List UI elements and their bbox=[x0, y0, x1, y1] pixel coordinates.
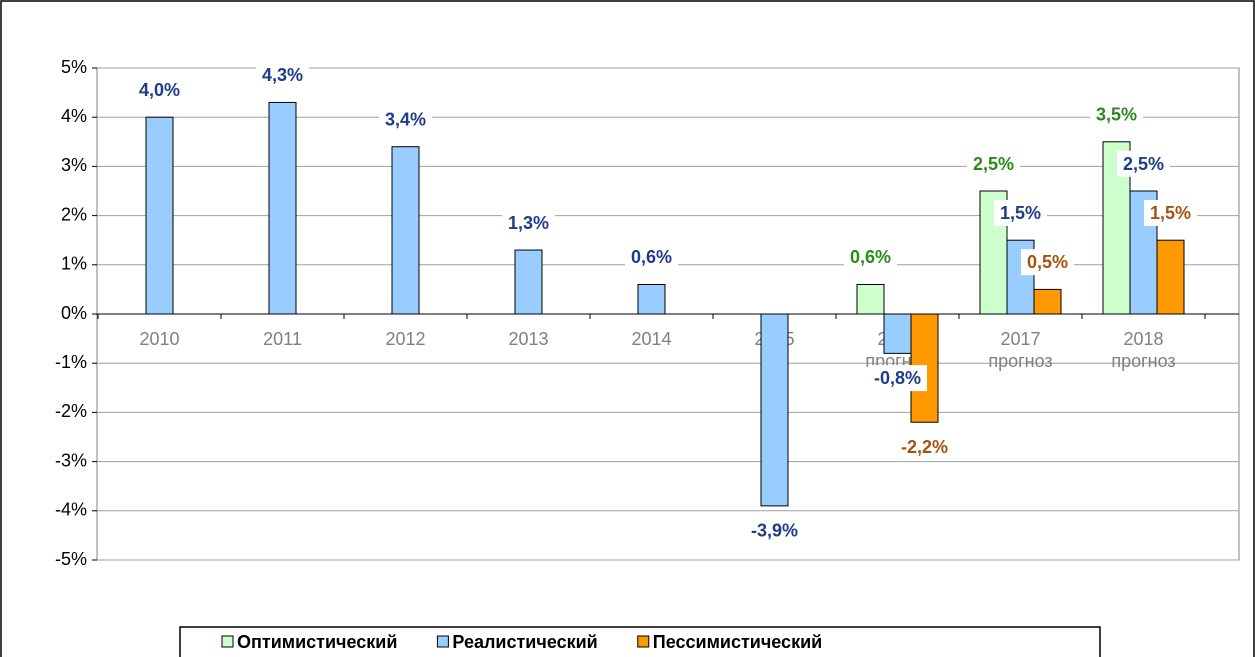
bar bbox=[883, 313, 912, 354]
value-label-bg bbox=[132, 76, 187, 103]
value-label-bg bbox=[1020, 249, 1075, 276]
value-label: 1,3% bbox=[508, 213, 549, 233]
x-tick-label-line: 2011 bbox=[263, 329, 302, 349]
y-tick-label: 3% bbox=[61, 155, 87, 175]
value-label: -0,8% bbox=[874, 368, 921, 388]
value-label-bg bbox=[378, 106, 433, 133]
value-label: 1,5% bbox=[1150, 203, 1191, 223]
bar bbox=[760, 313, 789, 507]
y-tick-label: 1% bbox=[61, 254, 87, 274]
legend-swatch bbox=[221, 635, 234, 648]
bar bbox=[268, 101, 297, 315]
bar bbox=[514, 249, 543, 315]
y-tick-label: -1% bbox=[55, 352, 87, 372]
bar bbox=[1156, 239, 1185, 315]
value-label: 0,6% bbox=[850, 247, 891, 267]
x-tick-label-line: 2018 bbox=[1123, 329, 1163, 349]
bar bbox=[145, 116, 174, 315]
value-label-bg bbox=[966, 150, 1021, 177]
value-label-bg bbox=[1089, 101, 1144, 128]
legend-label: Пессимистический bbox=[653, 632, 822, 652]
legend-label: Оптимистический bbox=[237, 632, 397, 652]
x-tick-label: 2011 bbox=[263, 329, 302, 349]
x-tick-label: 2014 bbox=[631, 329, 671, 349]
legend-swatch bbox=[436, 635, 449, 648]
bar bbox=[391, 146, 420, 315]
value-label-bg bbox=[624, 244, 679, 271]
value-label: 4,0% bbox=[139, 80, 180, 100]
y-tick-label: -5% bbox=[55, 549, 87, 569]
legend-swatch bbox=[637, 635, 650, 648]
value-label-bg bbox=[255, 62, 310, 89]
y-tick-label: -2% bbox=[55, 401, 87, 421]
value-label-bg bbox=[1143, 199, 1198, 226]
x-tick-label-line: прогноз bbox=[1111, 351, 1175, 371]
value-label: -3,9% bbox=[751, 521, 798, 541]
value-label: 0,5% bbox=[1027, 252, 1068, 272]
y-tick-label: -4% bbox=[55, 500, 87, 520]
x-tick-label: 2017 прогноз bbox=[988, 329, 1052, 371]
value-label-bg bbox=[744, 517, 805, 544]
value-label-bg bbox=[1116, 150, 1171, 177]
value-label: 3,4% bbox=[385, 109, 426, 129]
value-label: 0,6% bbox=[631, 247, 672, 267]
y-tick-label: -3% bbox=[55, 450, 87, 470]
x-tick-label-line: прогноз bbox=[988, 351, 1052, 371]
value-label-bg bbox=[993, 199, 1048, 226]
value-label: 4,3% bbox=[262, 65, 303, 85]
x-tick-label-line: 2014 bbox=[631, 329, 671, 349]
value-label-bg bbox=[843, 244, 898, 271]
value-label-bg bbox=[894, 433, 955, 460]
value-label: 2,5% bbox=[1123, 154, 1164, 174]
x-tick-label-line: 2010 bbox=[139, 329, 179, 349]
x-tick-label: 2013 bbox=[508, 329, 548, 349]
x-tick-label: 2018 прогноз bbox=[1111, 329, 1175, 371]
value-label: 2,5% bbox=[973, 154, 1014, 174]
value-label-bg bbox=[501, 209, 556, 236]
bar bbox=[1033, 288, 1062, 315]
x-tick-label-line: 2013 bbox=[508, 329, 548, 349]
y-tick-label: 4% bbox=[61, 106, 87, 126]
value-label: -2,2% bbox=[901, 437, 948, 457]
x-tick-label-line: 2012 bbox=[385, 329, 425, 349]
y-tick-label: 5% bbox=[61, 57, 87, 77]
x-tick-label: 2010 bbox=[139, 329, 179, 349]
value-label-bg bbox=[867, 365, 928, 392]
x-tick-label: 2012 bbox=[385, 329, 425, 349]
y-tick-label: 0% bbox=[61, 303, 87, 323]
legend-label: Реалистический bbox=[452, 632, 597, 652]
x-tick-label-line: 2017 bbox=[1000, 329, 1040, 349]
y-tick-label: 2% bbox=[61, 204, 87, 224]
value-label: 1,5% bbox=[1000, 203, 1041, 223]
bar bbox=[856, 283, 885, 315]
value-label: 3,5% bbox=[1096, 105, 1137, 125]
bar bbox=[637, 283, 666, 315]
